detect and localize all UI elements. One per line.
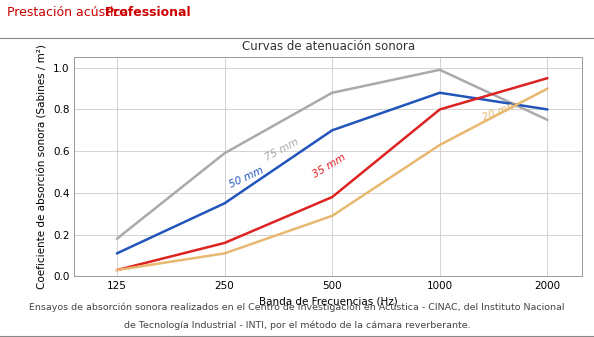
Text: Professional: Professional — [105, 6, 192, 19]
Text: 50 mm: 50 mm — [228, 165, 265, 190]
Text: Prestación acústica: Prestación acústica — [7, 6, 132, 19]
X-axis label: Banda de Frecuencias (Hz): Banda de Frecuencias (Hz) — [259, 297, 397, 307]
Y-axis label: Coeficiente de absorción sonora (Sabines / m²): Coeficiente de absorción sonora (Sabines… — [37, 44, 48, 289]
Text: Ensayos de absorción sonora realizados en el Centro de Investigación en Acústica: Ensayos de absorción sonora realizados e… — [29, 303, 565, 312]
Text: 75 mm: 75 mm — [263, 136, 300, 163]
Text: de Tecnología Industrial - INTI, por el método de la cámara reverberante.: de Tecnología Industrial - INTI, por el … — [124, 320, 470, 330]
Text: 20 mm: 20 mm — [481, 100, 519, 123]
Text: 35 mm: 35 mm — [311, 152, 347, 179]
Title: Curvas de atenuación sonora: Curvas de atenuación sonora — [242, 40, 415, 53]
